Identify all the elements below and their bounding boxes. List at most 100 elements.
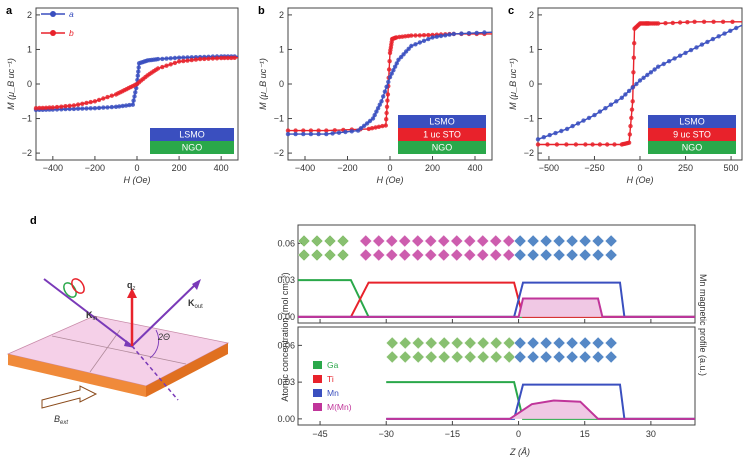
lattice-octahedron-d-bottom-1 (604, 350, 618, 364)
series-point-a-1 (75, 102, 81, 107)
series-point-c-1 (559, 128, 564, 134)
series-point-c-1 (619, 95, 624, 101)
series-point-b-1 (401, 52, 406, 57)
series-point-a-1 (40, 105, 45, 111)
series-point-a-1 (88, 99, 93, 105)
series-point-a-1 (229, 55, 234, 61)
series-point-b-0 (384, 104, 390, 110)
y-tick-label-a: 1 (27, 44, 32, 54)
k-out-arrowhead (192, 279, 201, 290)
series-point-b-1 (343, 129, 348, 135)
plot-frame-d-top (297, 224, 696, 324)
series-point-a-1 (176, 59, 182, 64)
x-tick-label-a: 400 (214, 163, 229, 173)
lattice-octahedron-d-top-2 (604, 248, 618, 262)
series-point-b-1 (382, 89, 388, 94)
series-point-a-1 (202, 56, 207, 62)
x-tick-label-a: −200 (85, 163, 105, 173)
series-line-d-top-2 (298, 281, 695, 318)
series-point-c-0 (670, 20, 675, 26)
lattice-octahedron-d-bottom-1 (591, 350, 605, 364)
series-point-b-0 (385, 92, 391, 97)
lattice-octahedron-d-bottom-0 (489, 350, 503, 364)
series-point-a-0 (109, 104, 115, 110)
series-point-c-1 (648, 70, 654, 75)
panel-label-a: a (6, 5, 13, 17)
series-point-c-1 (634, 81, 639, 87)
series-point-b-1 (377, 102, 382, 107)
series-point-b-1 (372, 112, 377, 118)
lattice-octahedron-d-top-0 (310, 234, 324, 248)
x-tick-label-a: −400 (43, 163, 63, 173)
series-point-c-1 (641, 75, 646, 81)
layer-label-a-1: NGO (182, 143, 203, 153)
series-point-b-1 (466, 31, 472, 36)
y-axis-label-a: M (μ_B uc⁻¹) (6, 58, 16, 110)
lattice-octahedron-d-top-0 (323, 248, 337, 262)
series-point-c-1 (705, 39, 710, 45)
series-point-b-1 (330, 131, 335, 136)
y-tick-label-d-bottom: 0.03 (277, 377, 295, 387)
lattice-octahedron-d-top-2 (513, 248, 527, 262)
lattice-octahedron-d-top-0 (297, 234, 311, 248)
series-area-d-bottom-2 (386, 400, 695, 419)
series-point-a-0 (181, 55, 186, 60)
series-point-c-0 (711, 19, 716, 24)
lattice-octahedron-d-bottom-0 (489, 336, 503, 350)
k-out-beam (131, 281, 199, 347)
x-tick-label-b: 400 (467, 163, 482, 173)
series-point-a-0 (92, 106, 98, 111)
y-tick-label-c: −1 (524, 114, 534, 124)
series-point-a-1 (225, 55, 231, 61)
series-point-a-1 (92, 99, 98, 104)
lattice-octahedron-d-top-2 (552, 234, 566, 248)
series-point-b-0 (369, 126, 375, 131)
series-point-b-1 (398, 54, 404, 60)
series-point-c-1 (672, 56, 677, 61)
series-point-b-0 (366, 126, 371, 132)
layer-label-b-2: NGO (432, 143, 453, 153)
series-point-c-0 (612, 142, 617, 147)
legend-a-marker-a (50, 11, 56, 17)
series-point-b-1 (381, 94, 386, 99)
series-point-b-0 (387, 59, 392, 64)
x-tick-label-d-bottom: −30 (379, 429, 394, 439)
series-point-b-0 (332, 128, 337, 133)
lattice-octahedron-d-top-2 (591, 248, 605, 262)
series-point-a-0 (185, 55, 190, 60)
series-point-a-0 (101, 105, 106, 110)
lattice-octahedron-d-bottom-1 (539, 350, 553, 364)
x-tick-label-d-bottom: 15 (580, 429, 590, 439)
x-tick-label-a: 200 (172, 163, 187, 173)
k-in-beam (43, 278, 133, 347)
series-point-b-1 (301, 131, 306, 137)
y-tick-label-a: −1 (22, 114, 32, 124)
lattice-octahedron-d-bottom-0 (424, 336, 438, 350)
lattice-octahedron-d-bottom-1 (526, 350, 540, 364)
series-point-a-1 (33, 106, 39, 111)
series-point-c-0 (597, 142, 603, 147)
series-point-c-0 (720, 19, 726, 24)
series-point-b-1 (387, 74, 393, 80)
x-tick-label-c: 500 (724, 163, 739, 173)
series-point-a-1 (96, 97, 102, 103)
series-point-a-0 (75, 106, 81, 111)
series-point-a-1 (101, 96, 106, 101)
series-point-c-1 (623, 92, 628, 97)
layer-box-b-0 (398, 115, 486, 128)
lattice-octahedron-d-top-2 (604, 234, 618, 248)
series-point-b-1 (364, 121, 370, 126)
series-point-a-0 (105, 105, 110, 110)
legend-a-label-b: b (69, 28, 74, 38)
series-point-c-0 (630, 99, 635, 104)
d-xlabel: Z (Å) (509, 447, 530, 457)
x-tick-label-b: 0 (387, 163, 392, 173)
y-tick-label-b: −2 (274, 148, 284, 158)
k-in-label: Kin (86, 310, 97, 322)
lattice-octahedron-d-bottom-0 (411, 350, 425, 364)
lattice-octahedron-d-top-1 (411, 234, 425, 248)
y-tick-label-b: 1 (279, 44, 284, 54)
lattice-octahedron-d-bottom-0 (476, 350, 490, 364)
series-point-c-1 (734, 25, 739, 31)
